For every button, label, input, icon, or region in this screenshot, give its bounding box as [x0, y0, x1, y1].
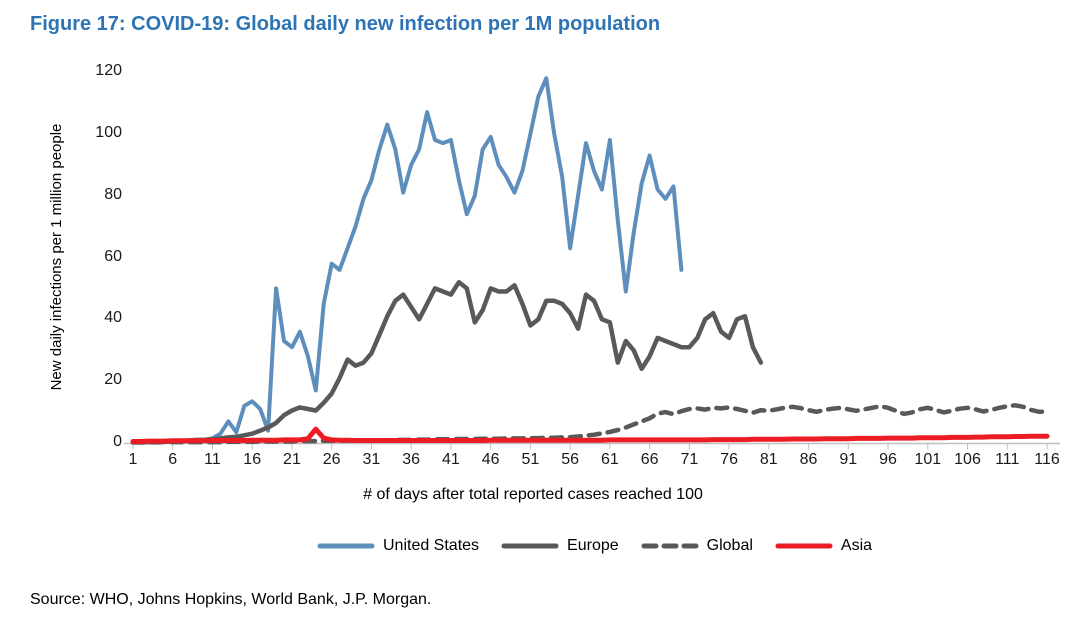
x-tick-label: 41 — [442, 451, 460, 468]
x-tick-label: 96 — [879, 451, 897, 468]
source-note: Source: WHO, Johns Hopkins, World Bank, … — [30, 591, 432, 608]
y-tick-label: 60 — [104, 247, 122, 265]
x-axis-title: # of days after total reported cases rea… — [363, 486, 703, 503]
x-tick-label: 91 — [839, 451, 858, 468]
series-line-united-states — [131, 76, 684, 445]
legend-line-sample-united-states — [317, 543, 375, 549]
y-tick-label: 40 — [104, 309, 122, 327]
legend-item-europe: Europe — [501, 537, 619, 555]
series-line-europe — [130, 279, 764, 445]
x-tick-label: 81 — [759, 451, 778, 468]
figure-title: Figure 17: COVID-19: Global daily new in… — [30, 13, 661, 35]
legend-label-global: Global — [706, 537, 753, 554]
legend-item-united-states: United States — [317, 537, 479, 555]
legend-line-sample-asia — [775, 543, 833, 549]
x-tick-label: 111 — [995, 451, 1020, 468]
x-tick-label: 71 — [680, 451, 699, 468]
x-tick-label: 26 — [322, 451, 341, 468]
x-tick-label: 66 — [640, 451, 659, 468]
legend-label-asia: Asia — [840, 537, 873, 554]
x-tick-label: 1 — [128, 451, 138, 468]
y-tick-label: 100 — [95, 123, 122, 141]
x-tick-label: 31 — [362, 451, 381, 468]
legend-line-sample-europe — [501, 543, 559, 549]
legend-line-sample-global — [641, 543, 699, 549]
legend-item-asia: Asia — [775, 537, 872, 555]
x-tick-label: 21 — [283, 451, 301, 468]
y-tick-label: 80 — [104, 185, 122, 203]
y-axis-title: New daily infections per 1 million peopl… — [48, 123, 65, 391]
x-tick-label: 16 — [243, 451, 262, 468]
x-tick-label: 61 — [600, 451, 619, 468]
x-tick-label: 46 — [481, 451, 500, 468]
x-tick-label: 106 — [954, 451, 981, 468]
x-tick-label: 56 — [561, 451, 580, 468]
y-tick-label: 0 — [113, 433, 122, 450]
x-tick-label: 101 — [914, 451, 942, 468]
x-tick-label: 116 — [1034, 451, 1060, 468]
x-tick-label: 51 — [521, 451, 540, 468]
legend-item-global: Global — [641, 537, 753, 555]
legend-label-united-states: United States — [382, 537, 480, 554]
x-tick-label: 36 — [402, 451, 421, 468]
legend: United States Europe Global Asia — [110, 537, 1079, 555]
legend-label-europe: Europe — [567, 537, 619, 554]
x-tick-label: 76 — [720, 451, 738, 468]
series-line-asia — [130, 426, 1050, 444]
y-tick-label: 120 — [95, 62, 122, 79]
x-tick-label: 6 — [168, 451, 178, 468]
x-tick-label: 86 — [799, 451, 818, 468]
x-tick-label: 11 — [204, 451, 221, 468]
y-tick-label: 20 — [104, 371, 122, 389]
